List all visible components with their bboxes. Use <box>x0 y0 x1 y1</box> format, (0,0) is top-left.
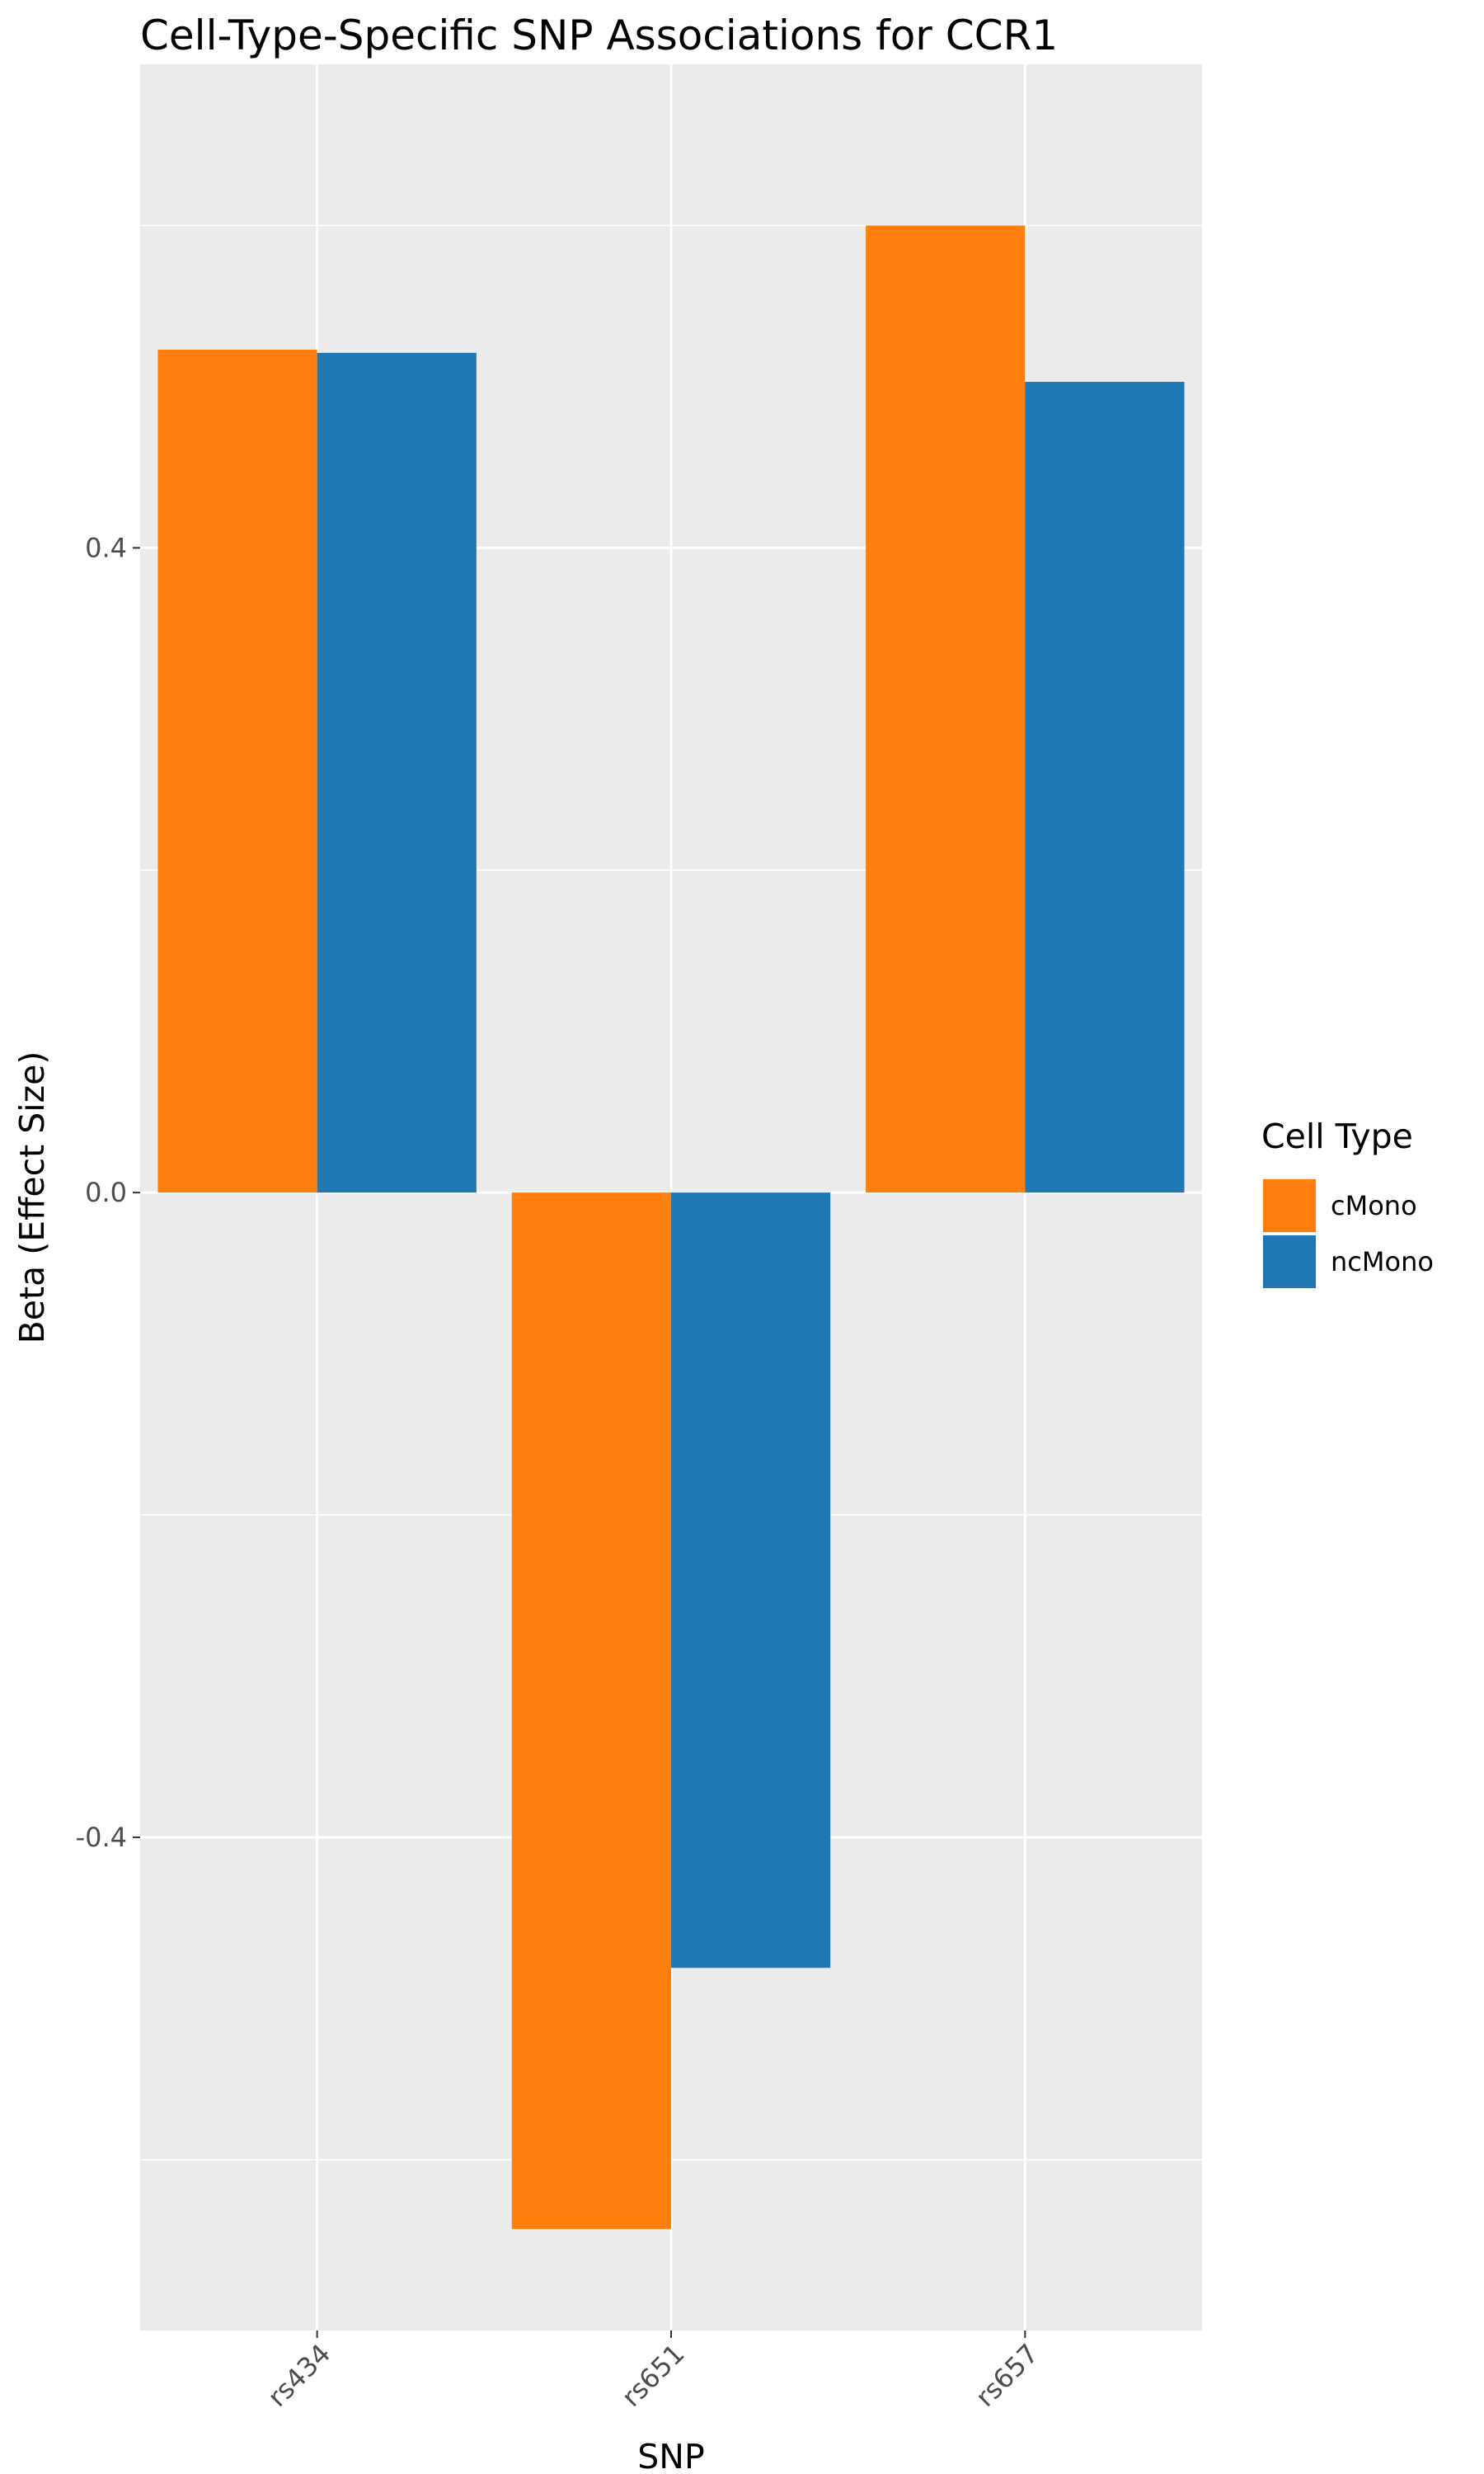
bar-ncMono-rs434 <box>317 352 477 1193</box>
legend-label: ncMono <box>1331 1246 1434 1277</box>
x-axis-ticks: rs434 rs651 rs657 <box>261 2331 1045 2413</box>
legend: Cell Type cMono ncMono <box>1261 1117 1434 1291</box>
y-tick-label: 0.0 <box>85 1177 127 1208</box>
chart-title: Cell-Type-Specific SNP Associations for … <box>140 12 1058 59</box>
y-tick-label: -0.4 <box>76 1822 127 1853</box>
bar-ncMono-rs657 <box>1025 382 1185 1193</box>
legend-swatch-ncMono <box>1263 1235 1316 1288</box>
y-axis-ticks: -0.4 0.0 0.4 <box>76 532 140 1853</box>
bar-ncMono-rs651 <box>671 1192 831 1968</box>
legend-label: cMono <box>1331 1190 1417 1221</box>
bar-cMono-rs657 <box>866 225 1026 1193</box>
y-axis-title: Beta (Effect Size) <box>12 1051 52 1344</box>
x-tick-label: rs434 <box>261 2338 336 2413</box>
x-tick-label: rs657 <box>970 2338 1045 2413</box>
bar-cMono-rs651 <box>511 1192 671 2229</box>
x-tick-label: rs651 <box>616 2338 691 2413</box>
bar-cMono-rs434 <box>157 349 317 1193</box>
legend-title: Cell Type <box>1261 1117 1413 1156</box>
x-axis-title: SNP <box>637 2437 704 2474</box>
y-tick-label: 0.4 <box>85 532 127 563</box>
bars <box>157 225 1185 2229</box>
legend-swatch-cMono <box>1263 1179 1316 1232</box>
